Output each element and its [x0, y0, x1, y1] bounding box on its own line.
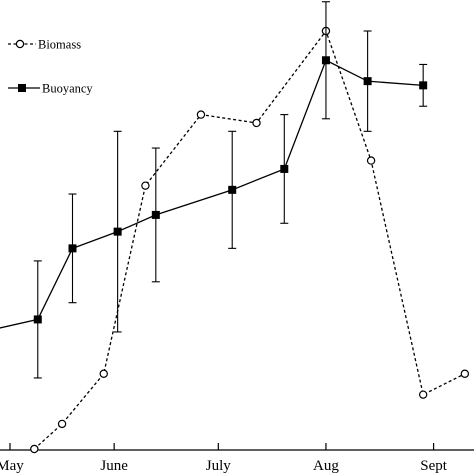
- data-point-buoyancy: [33, 315, 42, 324]
- series-line-buoyancy: [0, 59, 424, 329]
- data-point-buoyancy: [280, 164, 289, 173]
- data-point-biomass: [460, 369, 470, 378]
- data-point-biomass: [141, 181, 150, 190]
- x-tick-label: Aug: [313, 458, 339, 474]
- x-tick-label: July: [206, 458, 232, 474]
- legend: Biomass Buoyancy: [8, 38, 93, 96]
- series-biomass: [30, 26, 470, 454]
- x-tick-label: May: [0, 458, 24, 474]
- x-tick-label: June: [100, 458, 128, 474]
- legend-label-biomass: Biomass: [38, 38, 81, 52]
- data-point-biomass: [196, 110, 206, 119]
- data-point-biomass: [418, 390, 428, 399]
- legend-marker-biomass: [15, 39, 25, 49]
- data-point-buoyancy: [228, 185, 237, 194]
- data-point-buoyancy: [363, 77, 372, 86]
- legend-marker-buoyancy: [18, 84, 26, 92]
- data-point-biomass: [30, 444, 39, 454]
- data-point-buoyancy: [113, 227, 122, 236]
- data-point-buoyancy: [68, 244, 77, 253]
- axis-layer: May June July Aug Sept: [0, 443, 474, 474]
- data-point-biomass: [99, 369, 108, 378]
- data-point-buoyancy: [151, 210, 160, 219]
- data-point-buoyancy: [419, 81, 428, 90]
- data-point-biomass: [57, 419, 67, 429]
- legend-label-buoyancy: Buoyancy: [42, 82, 93, 96]
- data-point-buoyancy: [321, 56, 330, 65]
- series-buoyancy: [0, 1, 428, 379]
- data-point-biomass: [252, 118, 261, 128]
- data-point-biomass: [366, 156, 376, 165]
- x-tick-label: Sept: [420, 458, 448, 474]
- series-layer: [0, 1, 470, 454]
- series-line-biomass: [33, 29, 466, 450]
